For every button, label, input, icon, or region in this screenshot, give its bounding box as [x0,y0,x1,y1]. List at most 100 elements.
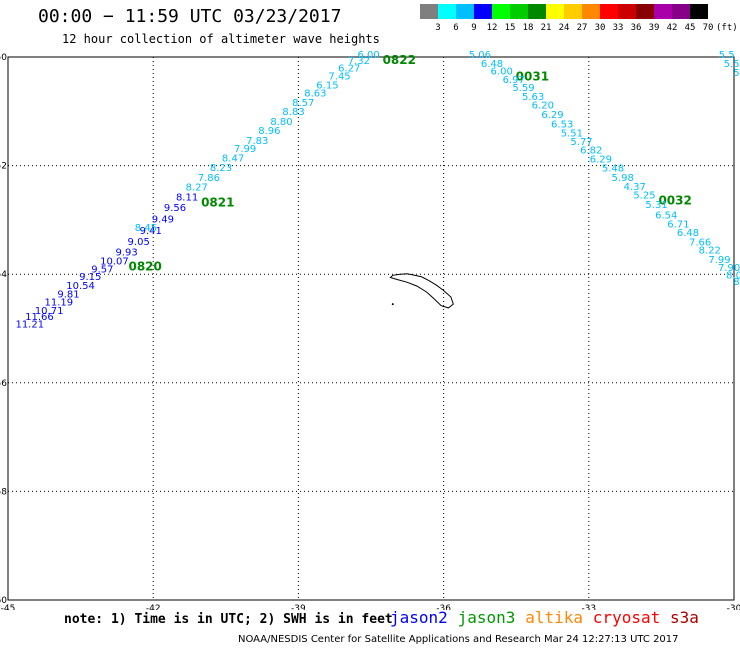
wave-height-value: 5.63 [522,92,544,103]
legend-swatch [690,4,708,19]
wave-height-value: 8.27 [186,183,208,194]
legend-swatch [492,4,510,19]
wave-height-value: 11.21 [15,319,44,330]
wave-height-value: 5.25 [633,191,655,202]
lon-tick-label: -39 [291,604,306,610]
lat-tick-label: -52 [0,162,7,172]
lon-tick-label: -42 [146,604,161,610]
wave-height-value: 6.00 [491,66,513,77]
wave-height-value: 9.15 [79,272,101,283]
wave-height-value: 6.48 [481,59,503,70]
legend-swatch [600,4,618,19]
wave-height-value: 10.54 [66,281,95,292]
track-time-label: 0821 [201,195,234,209]
island-coastline [389,273,454,309]
wave-height-value: 6.54 [655,210,677,221]
wave-height-value: 7.83 [246,136,268,147]
wave-height-value: 7.86 [198,173,220,184]
lon-tick-label: -33 [581,604,596,610]
wave-height-value: 6.27 [338,64,360,75]
wave-height-value: 6.29 [541,110,563,121]
wave-height-value: 8.45 [135,223,157,234]
legend-label: 30 [594,23,606,33]
wave-height-value: 10.71 [35,306,64,317]
wave-height-value: 6.97 [503,75,525,86]
lon-tick-label: -36 [436,604,451,610]
wave-height-value: 8.57 [292,98,314,109]
legend-label: 70 [702,23,714,33]
legend-label: 18 [522,23,534,33]
satellite-name: altika [525,608,583,627]
track-time-label: 0032 [658,194,691,208]
map-frame [7,56,735,601]
legend-swatch [474,4,492,19]
lon-tick-label: -30 [727,604,740,610]
legend-label: 12 [486,23,498,33]
legend-swatch [438,4,456,19]
satellite-name: s3a [670,608,699,627]
wave-height-value: 9.05 [128,237,150,248]
wave-height-value: 5.51 [561,128,583,139]
wave-height-value: 10.07 [100,256,129,267]
wave-height-value: 7.99 [708,255,730,266]
wave-height-value: 7.32 [348,56,370,67]
islet-dot [391,303,394,306]
wave-height-value: 8.63 [304,89,326,100]
legend-label: 6 [453,23,459,33]
legend-swatch [618,4,636,19]
wave-height-value: 4.37 [624,182,646,193]
wave-height-value: 11.66 [25,312,54,323]
wave-height-value: 7.66 [689,237,711,248]
wave-height-value: 5.5 [724,59,740,70]
wave-height-value: 8.80 [270,117,292,128]
wave-height-value: 8.11 [176,192,198,203]
wave-height-value: 6.15 [316,80,338,91]
lat-tick-label: -50 [0,53,7,63]
wave-height-value: 6.48 [677,228,699,239]
satellite-name: jason3 [457,608,516,627]
wave-height-value: 8.83 [282,107,304,118]
wave-height-value: 6.29 [590,154,612,165]
wave-height-value: 7.45 [328,71,350,82]
track-time-label: 0822 [383,53,416,67]
wave-height-value: 5.59 [512,83,534,94]
lon-tick-label: -45 [1,604,16,610]
legend-swatch [654,4,672,19]
wave-height-value: 6.82 [580,146,602,157]
wave-height-value: 8.47 [222,153,244,164]
legend-label: 39 [648,23,660,33]
lat-tick-label: -54 [0,270,7,280]
legend-swatch [420,4,438,19]
legend-label: 3 [435,23,441,33]
legend-swatch [564,4,582,19]
legend-swatch [510,4,528,19]
wave-height-value: 6.53 [551,120,573,131]
satellite-name: jason2 [390,608,448,627]
track-time-label: 0820 [128,259,161,273]
legend-swatch [672,4,690,19]
wave-height-value: 6.71 [667,220,689,231]
legend-swatch [636,4,654,19]
legend-label: 24 [558,23,570,33]
credit-line: NOAA/NESDIS Center for Satellite Applica… [238,634,679,645]
wave-height-value: 11.19 [44,298,73,309]
legend-label: 36 [630,23,642,33]
wave-height-value: 5.31 [645,200,667,211]
legend-label: 9 [471,23,477,33]
map-title: 00:00 − 11:59 UTC 03/23/2017 [38,6,342,27]
wave-height-value: 5 [733,68,739,79]
legend-label: 42 [666,23,678,33]
legend-swatch [456,4,474,19]
wave-height-value: 9.57 [91,265,113,276]
wave-height-value: 9.93 [115,248,137,259]
legend-label: 27 [576,23,588,33]
wave-height-value: 5.48 [602,164,624,175]
wave-height-value: 9.49 [152,215,174,226]
wave-height-value: 9.81 [57,290,79,301]
legend-swatch [582,4,600,19]
legend-label: 21 [540,23,552,33]
wave-height-value: 7.90 [718,263,740,274]
lat-tick-label: -56 [0,379,7,389]
track-time-label: 0031 [516,69,549,83]
wave-height-value: 8 [733,277,739,288]
